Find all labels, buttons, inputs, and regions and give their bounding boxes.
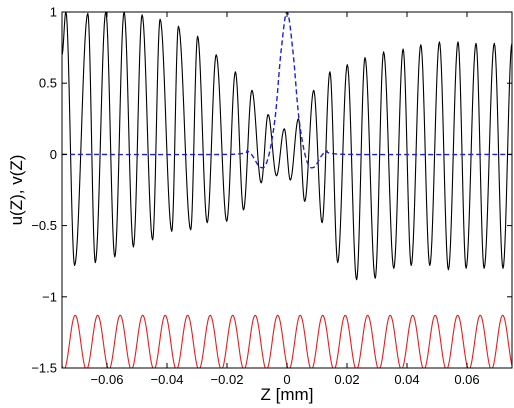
x-tick-label: 0 xyxy=(283,372,290,387)
series-line-u xyxy=(62,12,512,281)
x-tick-label: 0.06 xyxy=(454,372,479,387)
y-tick-label: 0 xyxy=(50,147,57,162)
y-axis-label: u(Z), v(Z) xyxy=(7,155,26,226)
x-tick-label: −0.06 xyxy=(91,372,124,387)
y-tick-label: −1 xyxy=(42,289,57,304)
x-axis-label: Z [mm] xyxy=(261,385,314,404)
y-tick-label: −1.5 xyxy=(31,361,57,376)
x-tick-label: −0.04 xyxy=(151,372,184,387)
x-tick-label: 0.04 xyxy=(394,372,419,387)
x-tick-label: 0.02 xyxy=(334,372,359,387)
y-tick-label: 1 xyxy=(50,5,57,20)
y-tick-label: −0.5 xyxy=(31,218,57,233)
series-line-v xyxy=(62,12,512,169)
y-tick-label: 0.5 xyxy=(39,76,57,91)
x-tick-label: −0.02 xyxy=(211,372,244,387)
